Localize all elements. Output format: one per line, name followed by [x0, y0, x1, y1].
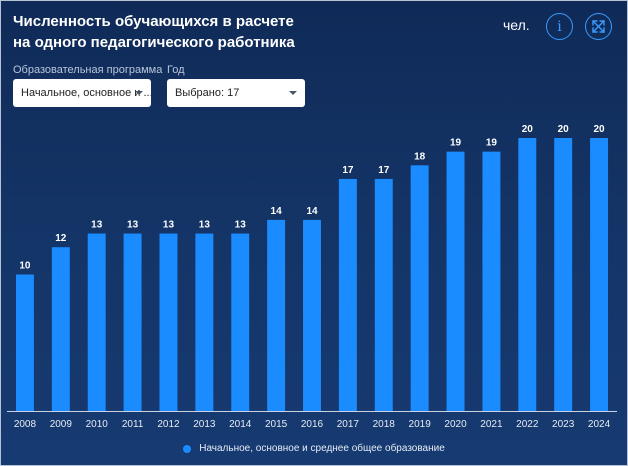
data-label-2020: 19	[450, 138, 462, 149]
x-tick-2018: 2018	[373, 419, 396, 430]
x-tick-2021: 2021	[480, 419, 503, 430]
x-tick-2020: 2020	[444, 419, 467, 430]
data-label-2023: 20	[558, 124, 570, 135]
bar-2016[interactable]	[303, 219, 321, 411]
chart-title: Численность обучающихся в расчете на одн…	[13, 11, 313, 53]
data-label-2022: 20	[522, 124, 534, 135]
x-tick-2019: 2019	[409, 419, 432, 430]
bar-2009[interactable]	[51, 247, 70, 411]
unit-label: чел.	[503, 17, 530, 33]
bar-2008[interactable]	[15, 274, 34, 412]
bar-2011[interactable]	[123, 233, 142, 411]
legend: Начальное, основное и среднее общее обра…	[1, 443, 627, 454]
bar-2010[interactable]	[87, 233, 106, 411]
data-label-2011: 13	[127, 220, 139, 231]
data-label-2024: 20	[593, 124, 605, 135]
title-line-1: Численность обучающихся в расчете	[13, 13, 294, 30]
x-tick-2016: 2016	[301, 419, 324, 430]
bar-2012[interactable]	[159, 233, 178, 411]
legend-swatch	[183, 444, 192, 453]
x-tick-2011: 2011	[122, 419, 144, 430]
bar-2018[interactable]	[374, 178, 393, 411]
x-tick-2024: 2024	[588, 419, 611, 430]
data-label-2013: 13	[199, 220, 211, 231]
bar-2020[interactable]	[446, 151, 465, 411]
expand-icon	[592, 20, 605, 33]
x-tick-2009: 2009	[50, 419, 73, 430]
data-label-2008: 10	[19, 261, 31, 272]
expand-button[interactable]	[585, 13, 612, 40]
data-label-2018: 17	[378, 165, 390, 176]
x-tick-2023: 2023	[552, 419, 575, 430]
bar-chart: 10 2008 12 2009 13 2010 13 2011 13 2012 13 2013 13 20…	[7, 124, 617, 430]
x-tick-2017: 2017	[337, 419, 360, 430]
data-label-2017: 17	[342, 165, 354, 176]
bar-2014[interactable]	[231, 233, 250, 411]
year-select[interactable]: Выбрано: 17	[167, 79, 305, 107]
x-tick-2008: 2008	[14, 419, 37, 430]
legend-label: Начальное, основное и среднее общее обра…	[199, 443, 445, 454]
data-label-2009: 12	[55, 233, 67, 244]
bar-2017[interactable]	[338, 178, 357, 411]
chevron-down-icon	[135, 91, 143, 95]
bar-2024[interactable]	[590, 138, 609, 411]
info-button[interactable]: i	[546, 13, 573, 40]
program-select[interactable]: Начальное, основное и ...	[13, 79, 151, 107]
bar-2015[interactable]	[267, 219, 286, 411]
data-label-2015: 14	[271, 206, 283, 217]
x-tick-2014: 2014	[229, 419, 252, 430]
data-label-2010: 13	[91, 220, 103, 231]
x-tick-2022: 2022	[516, 419, 539, 430]
bar-2023[interactable]	[554, 138, 573, 411]
year-filter-label: Год	[167, 64, 185, 76]
bar-2022[interactable]	[518, 138, 537, 411]
chevron-down-icon	[289, 91, 297, 95]
year-select-value: Выбрано: 17	[175, 87, 240, 99]
program-select-value: Начальное, основное и ...	[21, 87, 151, 99]
data-label-2019: 18	[414, 151, 426, 162]
data-label-2014: 13	[235, 220, 247, 231]
bar-2019[interactable]	[410, 165, 429, 411]
data-label-2016: 14	[306, 206, 318, 217]
data-label-2012: 13	[163, 220, 175, 231]
bar-2013[interactable]	[195, 233, 214, 411]
x-tick-2012: 2012	[157, 419, 180, 430]
x-tick-2013: 2013	[193, 419, 216, 430]
bar-2021[interactable]	[482, 151, 501, 411]
x-tick-2010: 2010	[86, 419, 109, 430]
title-line-2: на одного педагогического работника	[13, 34, 295, 51]
x-tick-2015: 2015	[265, 419, 288, 430]
data-label-2021: 19	[486, 138, 498, 149]
info-icon: i	[557, 18, 562, 35]
program-filter-label: Образовательная программа	[13, 64, 163, 76]
